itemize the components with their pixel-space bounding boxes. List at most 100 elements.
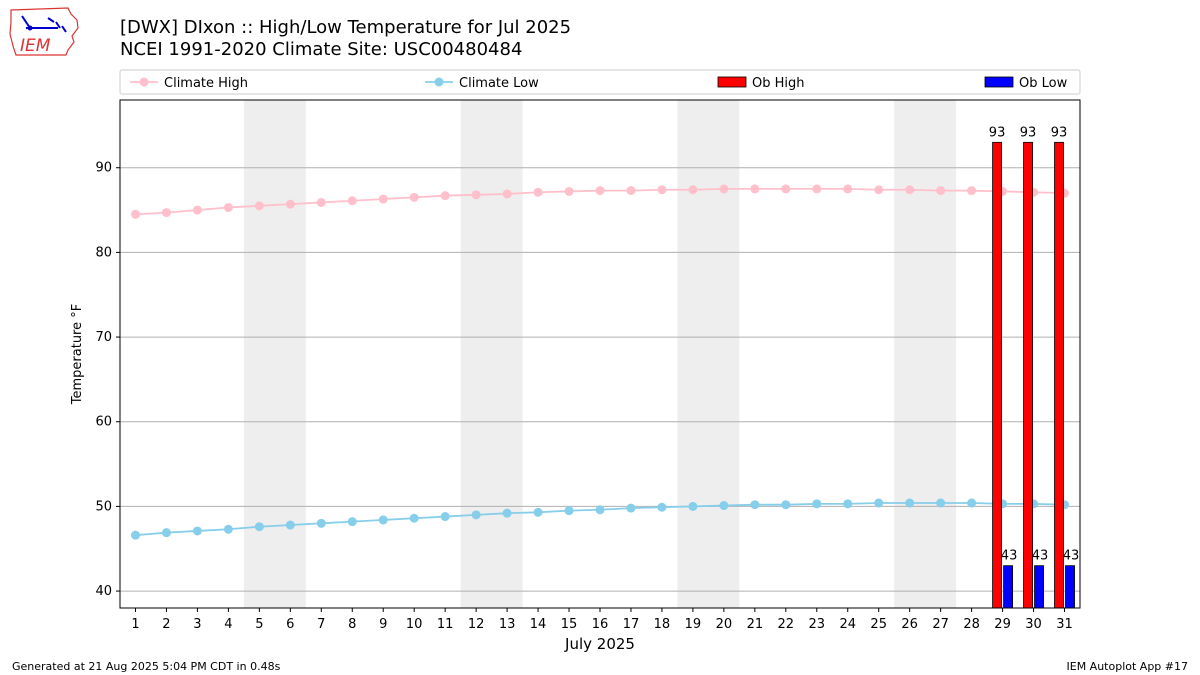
bar-data-label: 93 <box>1051 125 1068 140</box>
weekend-band <box>894 100 957 608</box>
series-point <box>719 184 729 194</box>
series-point <box>254 522 264 532</box>
series-point <box>595 186 605 196</box>
x-tick-label: 23 <box>809 617 826 632</box>
chart-title-line2: NCEI 1991-2020 Climate Site: USC00480484 <box>120 39 523 60</box>
series-point <box>874 498 884 508</box>
weekend-shading <box>243 100 957 608</box>
series-point <box>812 184 822 194</box>
legend-label: Climate Low <box>459 76 539 91</box>
series-point <box>440 512 450 522</box>
bar-data-label: 43 <box>1032 549 1049 564</box>
bar-data-label: 93 <box>989 125 1006 140</box>
series-point <box>161 528 171 538</box>
x-tick-label: 22 <box>778 617 795 632</box>
iem-logo: IEM <box>9 7 79 56</box>
x-tick-label: 30 <box>1025 617 1042 632</box>
series-point <box>471 190 481 200</box>
x-tick-label: 24 <box>839 617 856 632</box>
series-point <box>285 520 295 530</box>
series-point <box>781 184 791 194</box>
footer-app: IEM Autoplot App #17 <box>1066 660 1189 673</box>
x-tick-label: 1 <box>131 617 139 632</box>
x-tick-label: 28 <box>963 617 980 632</box>
x-tick-label: 18 <box>654 617 671 632</box>
x-tick-label: 25 <box>870 617 887 632</box>
y-tick-label: 40 <box>95 584 112 599</box>
series-point <box>905 185 915 195</box>
footer-generated: Generated at 21 Aug 2025 5:04 PM CDT in … <box>12 660 281 673</box>
x-tick-label: 21 <box>747 617 764 632</box>
x-tick-label: 16 <box>592 617 609 632</box>
bar-data-label: 43 <box>1063 549 1080 564</box>
weekend-band <box>460 100 523 608</box>
series-point <box>440 191 450 201</box>
series-point <box>750 500 760 510</box>
series-point <box>285 199 295 209</box>
weekend-band <box>677 100 740 608</box>
series-point <box>564 186 574 196</box>
series-point <box>316 197 326 207</box>
series-point <box>564 506 574 516</box>
y-tick-label: 90 <box>95 161 112 176</box>
x-tick-label: 27 <box>932 617 949 632</box>
x-tick-label: 4 <box>224 617 232 632</box>
x-tick-label: 12 <box>468 617 485 632</box>
bar-ob-low <box>1065 565 1075 609</box>
series-point <box>192 205 202 215</box>
weekend-band <box>243 100 306 608</box>
series-point <box>192 526 202 536</box>
legend-swatch-marker <box>139 77 149 87</box>
x-tick-label: 9 <box>379 617 387 632</box>
series-point <box>378 194 388 204</box>
series-point <box>626 503 636 513</box>
weather-station-icon <box>21 15 67 33</box>
bar-ob-low <box>1034 565 1044 609</box>
chart-title-line1: [DWX] DIxon :: High/Low Temperature for … <box>120 17 572 38</box>
x-tick-label: 17 <box>623 617 640 632</box>
y-tick-label: 80 <box>95 245 112 260</box>
legend-swatch-bar <box>984 76 1014 88</box>
series-point <box>874 185 884 195</box>
series-point <box>533 507 543 517</box>
series-point <box>130 209 140 219</box>
series-point <box>502 508 512 518</box>
x-tick-label: 6 <box>286 617 294 632</box>
series-point <box>595 505 605 515</box>
station-dot-icon <box>27 25 33 31</box>
series-point <box>130 530 140 540</box>
series-point <box>378 515 388 525</box>
chart-title: [DWX] DIxon :: High/Low Temperature for … <box>120 17 571 61</box>
series-point <box>688 501 698 511</box>
series-point <box>254 201 264 211</box>
y-gridlines <box>120 167 1080 592</box>
series-point <box>316 518 326 528</box>
x-tick-label: 26 <box>901 617 918 632</box>
x-tick-label: 7 <box>317 617 325 632</box>
series-point <box>688 185 698 195</box>
legend-swatch-bar <box>717 76 747 88</box>
x-tick-label: 20 <box>716 617 733 632</box>
bar-ob-high <box>1054 141 1064 609</box>
series-point <box>843 184 853 194</box>
series-point <box>223 203 233 213</box>
iowa-outline-icon <box>9 7 79 56</box>
x-tick-label: 10 <box>406 617 423 632</box>
y-tick-label: 60 <box>95 415 112 430</box>
series-point <box>657 502 667 512</box>
y-tick-label: 50 <box>95 499 112 514</box>
x-tick-label: 14 <box>530 617 547 632</box>
logo-text: IEM <box>20 36 51 56</box>
bar-data-label: 93 <box>1020 125 1037 140</box>
legend-label: Ob High <box>752 76 805 91</box>
x-tick-label: 8 <box>348 617 356 632</box>
legend-box <box>119 69 1081 95</box>
y-axis-label: Temperature °F <box>70 304 85 405</box>
x-tick-label: 11 <box>437 617 454 632</box>
legend-swatch-marker <box>434 77 444 87</box>
series-point <box>936 498 946 508</box>
series-point <box>781 500 791 510</box>
x-tick-label: 3 <box>193 617 201 632</box>
